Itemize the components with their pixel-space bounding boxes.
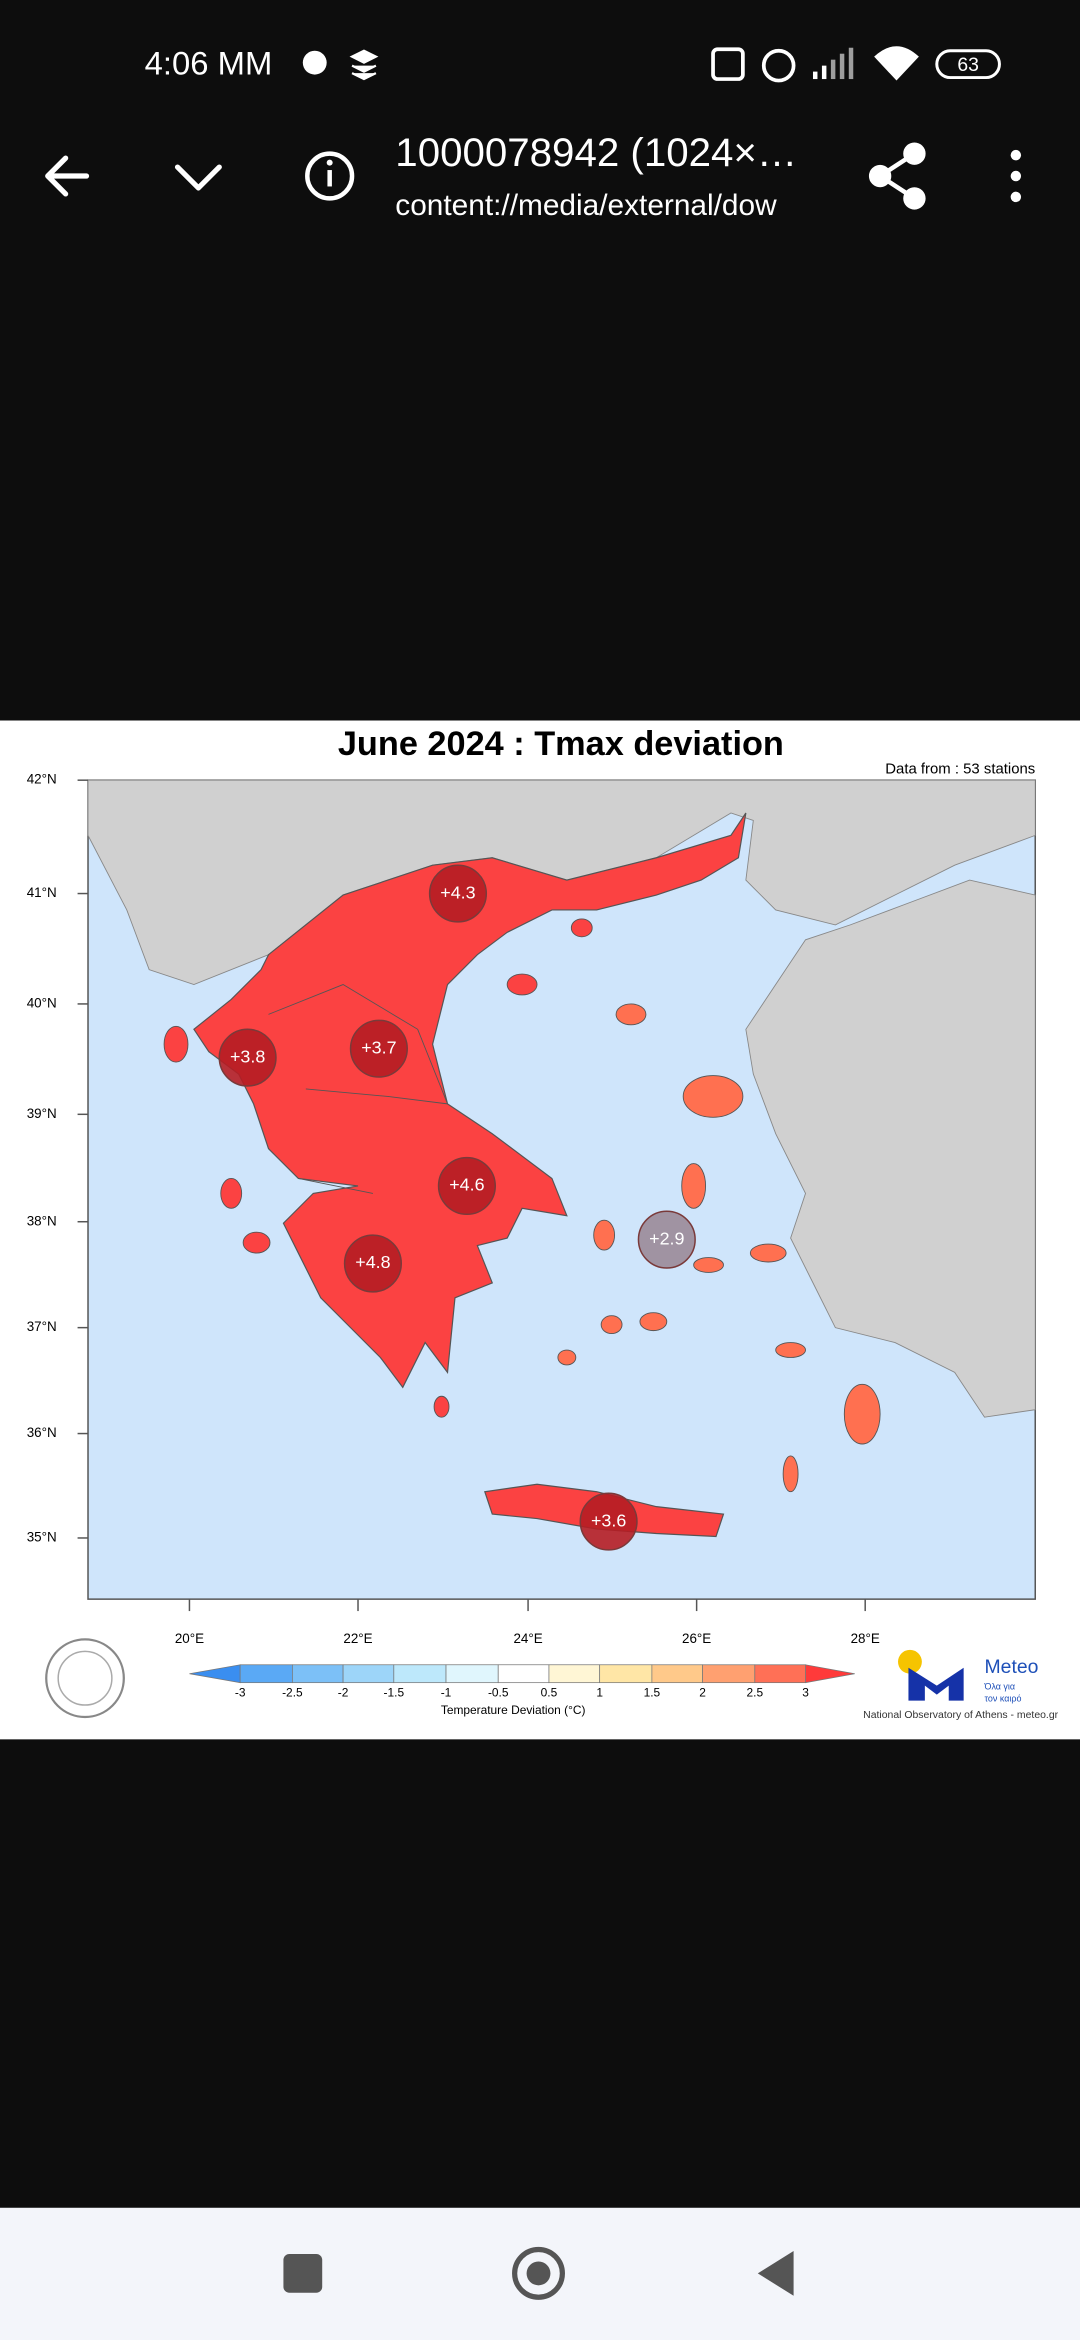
recents-button[interactable] (283, 2254, 323, 2293)
more-button[interactable] (1010, 149, 1022, 203)
red-islands (163, 918, 593, 1418)
nfc-icon (711, 47, 745, 81)
greece-mainland (193, 812, 747, 1389)
colorbar-tick: 2 (699, 1685, 706, 1699)
battery-icon (935, 49, 1001, 80)
meteo-logo (898, 1649, 964, 1701)
signal-icon (812, 47, 854, 80)
map-title: June 2024 : Tmax deviation (338, 725, 784, 763)
colorbar-cell (599, 1664, 653, 1684)
lat-label: 39°N (27, 1106, 57, 1121)
region-value: +4.8 (355, 1252, 390, 1272)
lon-label: 28°E (851, 1631, 880, 1646)
colorbar-tick: 0.5 (541, 1685, 558, 1699)
colorbar-tick: -0.5 (488, 1685, 509, 1699)
colorbar-cell (239, 1664, 293, 1684)
info-button[interactable] (305, 151, 355, 201)
lat-label: 41°N (27, 885, 57, 900)
colorbar-cell (548, 1664, 601, 1684)
file-title: 1000078942 (1024×… (395, 130, 797, 175)
notification-icon (302, 50, 327, 75)
map-note: Data from : 53 stations (885, 762, 1035, 778)
lat-label: 38°N (27, 1213, 57, 1228)
region-value: +2.9 (649, 1228, 684, 1248)
lat-label: 37°N (27, 1319, 57, 1334)
colorbar-tick: -1.5 (384, 1685, 405, 1699)
lon-label: 20°E (175, 1631, 204, 1646)
colorbar-tick: -3 (235, 1685, 246, 1699)
collapse-button[interactable] (174, 164, 222, 191)
credit: National Observatory of Athens - meteo.g… (863, 1710, 1058, 1721)
region-borders (268, 984, 448, 1194)
observatory-seal (45, 1638, 125, 1719)
lat-label: 35°N (27, 1530, 57, 1545)
region-value: +4.6 (449, 1175, 484, 1195)
battery-level: 63 (957, 54, 979, 76)
region-value: +3.6 (591, 1510, 626, 1530)
wifi-icon (874, 46, 919, 81)
orange-islands (557, 1003, 881, 1493)
region-marker (579, 1492, 638, 1551)
file-path: content://media/external/dow (395, 189, 777, 222)
colorbar-cell (497, 1664, 550, 1684)
back-nav-button[interactable] (757, 2251, 794, 2296)
status-time: 4:06 MM (145, 44, 273, 81)
region-marker (343, 1234, 403, 1293)
colorbar-cell (342, 1664, 395, 1684)
region-value: +3.7 (361, 1037, 396, 1057)
logo-name: Meteo (985, 1656, 1039, 1678)
logo-tagline: Όλα για (984, 1682, 1016, 1692)
colorbar-tick: 1.5 (644, 1685, 661, 1699)
lon-label: 26°E (682, 1631, 711, 1646)
colorbar-tick: 1 (596, 1685, 603, 1699)
colorbar-tick: 2.5 (747, 1685, 764, 1699)
turkey-land (745, 879, 1036, 1418)
lon-label: 22°E (343, 1631, 372, 1646)
colorbar-cell (393, 1664, 447, 1684)
lon-label: 24°E (513, 1631, 542, 1646)
alarm-icon (761, 48, 796, 83)
region-marker (218, 1028, 277, 1087)
lat-label: 40°N (27, 995, 57, 1010)
colorbar-cell (292, 1664, 344, 1684)
lat-label: 36°N (27, 1425, 57, 1440)
home-button[interactable] (512, 2246, 565, 2300)
colorbar-tick: -1 (441, 1685, 452, 1699)
logo-tagline: τον καιρό (985, 1693, 1022, 1703)
colorbar-tick: -2.5 (282, 1685, 303, 1699)
share-button[interactable] (868, 142, 926, 210)
colorbar-cell (702, 1664, 756, 1684)
region-marker (637, 1210, 696, 1269)
back-button[interactable] (45, 155, 90, 197)
colorbar-tick: -2 (338, 1685, 349, 1699)
region-marker (437, 1156, 496, 1216)
colorbar-cell (445, 1664, 499, 1684)
region-value: +4.3 (440, 882, 475, 902)
colorbar-cell (754, 1664, 806, 1684)
layers-icon (349, 49, 379, 81)
colorbar-tick: 3 (802, 1685, 809, 1699)
region-marker (349, 1019, 408, 1078)
region-value: +3.8 (230, 1046, 265, 1066)
lat-label: 42°N (27, 772, 57, 787)
region-marker (428, 864, 488, 923)
colorbar-label: Temperature Deviation (°C) (441, 1703, 586, 1717)
colorbar-cell (651, 1664, 703, 1684)
